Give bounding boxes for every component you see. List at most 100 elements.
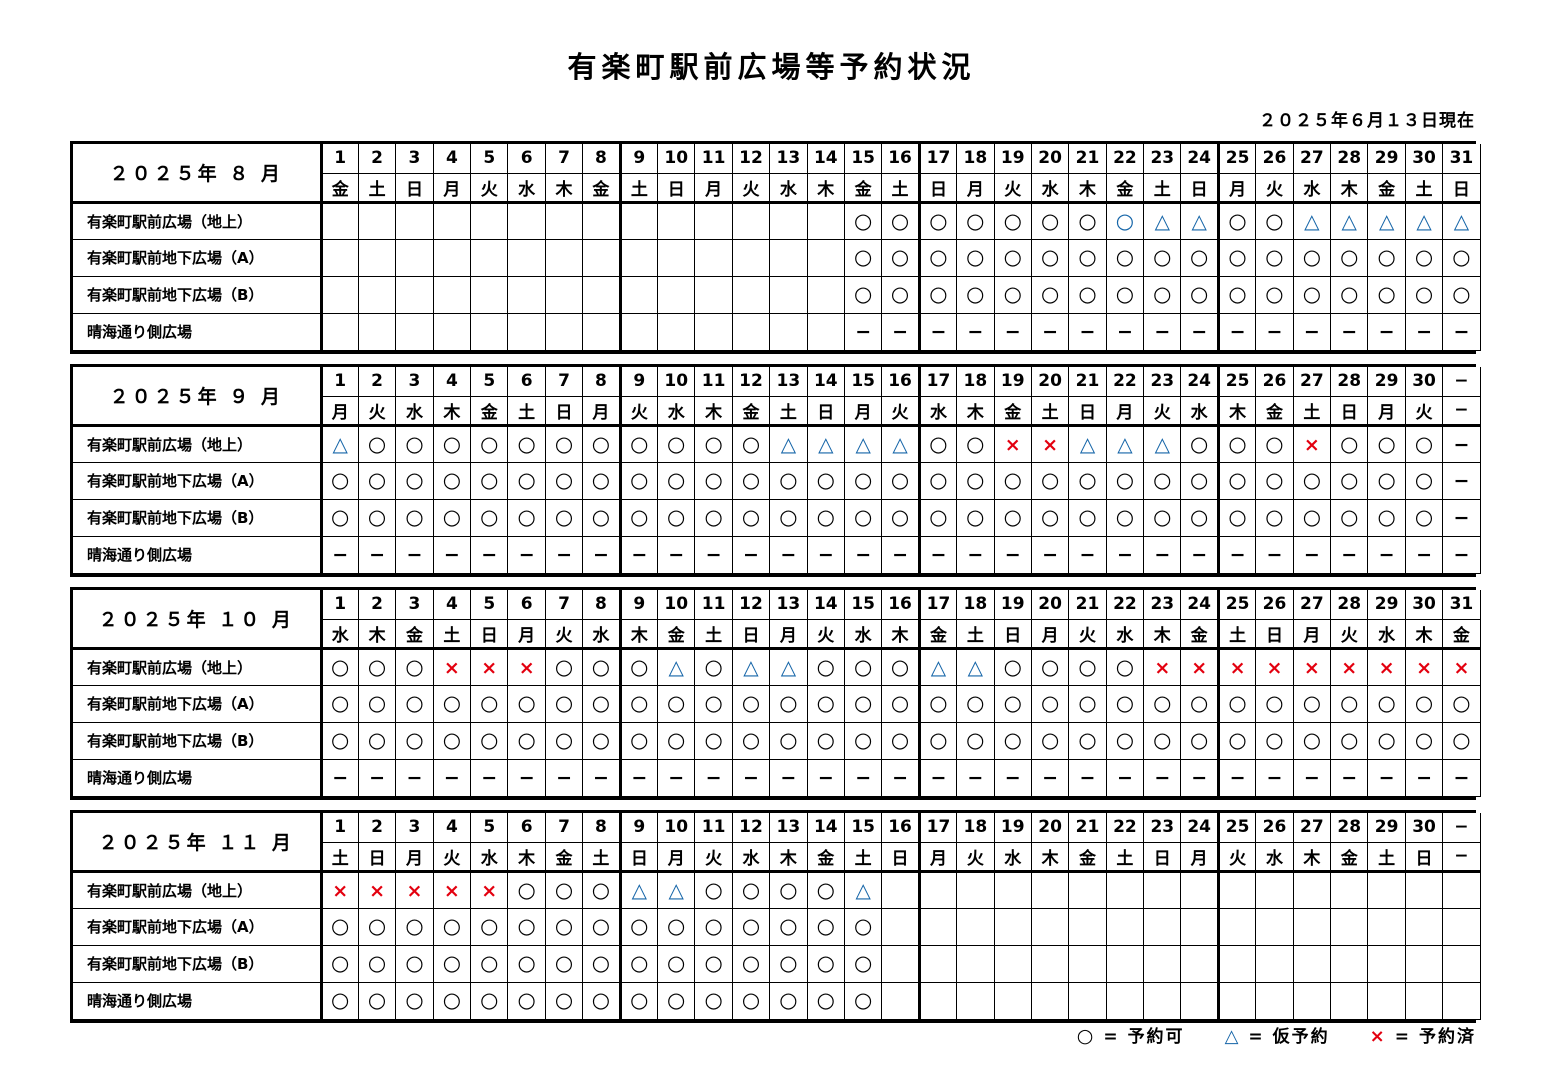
cell-disabled[interactable] <box>432 275 472 314</box>
cell-disabled[interactable] <box>507 312 546 351</box>
cell-disabled[interactable] <box>357 200 397 240</box>
cell-disabled[interactable] <box>544 200 584 240</box>
mark-available[interactable]: ○ <box>507 981 546 1020</box>
mark-na[interactable]: − <box>1030 312 1070 351</box>
mark-available[interactable]: ○ <box>544 907 584 946</box>
cell-disabled[interactable] <box>1216 981 1257 1020</box>
mark-available[interactable]: ○ <box>1180 721 1219 760</box>
cell-disabled[interactable] <box>1030 981 1070 1020</box>
mark-available[interactable]: ○ <box>507 684 546 723</box>
mark-available[interactable]: ○ <box>1068 721 1107 760</box>
cell-disabled[interactable] <box>993 944 1032 983</box>
cell-disabled[interactable] <box>470 275 509 314</box>
mark-available[interactable]: ○ <box>694 944 733 983</box>
mark-available[interactable]: ○ <box>843 200 883 240</box>
mark-tentative[interactable]: △ <box>618 869 659 909</box>
cell-disabled[interactable] <box>618 200 659 240</box>
mark-available[interactable]: ○ <box>657 907 696 946</box>
cell-disabled[interactable] <box>507 200 546 240</box>
cell-disabled[interactable] <box>917 869 958 909</box>
mark-available[interactable]: ○ <box>993 498 1032 537</box>
mark-available[interactable]: ○ <box>357 461 397 500</box>
mark-available[interactable]: ○ <box>1404 498 1444 537</box>
cell-disabled[interactable] <box>618 312 659 351</box>
mark-available[interactable]: ○ <box>843 238 883 277</box>
mark-available[interactable]: ○ <box>881 275 920 314</box>
mark-na[interactable]: − <box>1404 758 1444 797</box>
mark-na[interactable]: − <box>917 758 958 797</box>
cell-disabled[interactable] <box>395 275 434 314</box>
mark-na[interactable]: − <box>1143 758 1182 797</box>
mark-available[interactable]: ○ <box>357 981 397 1020</box>
mark-na[interactable]: − <box>1068 535 1107 574</box>
mark-available[interactable]: ○ <box>395 461 434 500</box>
mark-available[interactable]: ○ <box>1216 684 1257 723</box>
mark-available[interactable]: ○ <box>1180 461 1219 500</box>
mark-available[interactable]: ○ <box>843 275 883 314</box>
mark-na[interactable]: − <box>618 535 659 574</box>
mark-available[interactable]: ○ <box>1180 275 1219 314</box>
mark-tentative[interactable]: △ <box>843 869 883 909</box>
mark-available[interactable]: ○ <box>843 721 883 760</box>
cell-disabled[interactable] <box>432 200 472 240</box>
mark-available[interactable]: ○ <box>395 981 434 1020</box>
mark-available[interactable]: ○ <box>320 498 359 537</box>
cell-disabled[interactable] <box>1180 869 1219 909</box>
mark-na[interactable]: − <box>544 758 584 797</box>
mark-available[interactable]: ○ <box>806 981 845 1020</box>
cell-disabled[interactable] <box>1404 944 1444 983</box>
cell-disabled[interactable] <box>1255 944 1294 983</box>
mark-available[interactable]: ○ <box>1404 461 1444 500</box>
cell-disabled[interactable] <box>657 312 696 351</box>
mark-booked[interactable]: × <box>470 869 509 909</box>
mark-available[interactable]: ○ <box>320 646 359 686</box>
mark-tentative[interactable]: △ <box>1442 200 1481 240</box>
mark-booked[interactable]: × <box>432 869 472 909</box>
mark-tentative[interactable]: △ <box>769 423 808 463</box>
mark-available[interactable]: ○ <box>731 869 771 909</box>
mark-available[interactable]: ○ <box>843 684 883 723</box>
mark-available[interactable]: ○ <box>1330 461 1369 500</box>
mark-na[interactable]: − <box>806 535 845 574</box>
mark-available[interactable]: ○ <box>470 461 509 500</box>
mark-na[interactable]: − <box>1180 758 1219 797</box>
mark-available[interactable]: ○ <box>1143 275 1182 314</box>
cell-disabled[interactable] <box>1216 907 1257 946</box>
mark-na[interactable]: − <box>320 758 359 797</box>
mark-available[interactable]: ○ <box>1030 238 1070 277</box>
mark-available[interactable]: ○ <box>1330 721 1369 760</box>
mark-na[interactable]: − <box>1442 312 1481 351</box>
cell-disabled[interactable] <box>1180 944 1219 983</box>
mark-na[interactable]: − <box>395 758 434 797</box>
cell-disabled[interactable] <box>320 275 359 314</box>
cell-disabled[interactable] <box>1105 944 1145 983</box>
cell-disabled[interactable] <box>395 312 434 351</box>
mark-available[interactable]: ○ <box>618 981 659 1020</box>
mark-na[interactable]: − <box>956 312 995 351</box>
mark-available[interactable]: ○ <box>881 238 920 277</box>
mark-available[interactable]: ○ <box>1105 721 1145 760</box>
mark-tentative[interactable]: △ <box>806 423 845 463</box>
cell-disabled[interactable] <box>1330 981 1369 1020</box>
cell-disabled[interactable] <box>618 275 659 314</box>
mark-na[interactable]: − <box>1367 535 1406 574</box>
mark-available[interactable]: ○ <box>1404 238 1444 277</box>
mark-available[interactable]: ○ <box>395 498 434 537</box>
mark-available[interactable]: ○ <box>618 721 659 760</box>
mark-available[interactable]: ○ <box>1404 423 1444 463</box>
cell-disabled[interactable] <box>1105 907 1145 946</box>
mark-available[interactable]: ○ <box>1292 238 1332 277</box>
mark-available[interactable]: ○ <box>1255 423 1294 463</box>
mark-available[interactable]: ○ <box>1442 275 1481 314</box>
mark-na[interactable]: − <box>731 758 771 797</box>
mark-available[interactable]: ○ <box>618 423 659 463</box>
mark-available[interactable]: ○ <box>582 461 621 500</box>
mark-available[interactable]: ○ <box>582 684 621 723</box>
mark-tentative[interactable]: △ <box>1143 423 1182 463</box>
mark-available[interactable]: ○ <box>917 238 958 277</box>
mark-available[interactable]: ○ <box>1367 275 1406 314</box>
cell-disabled[interactable] <box>1216 944 1257 983</box>
mark-na[interactable]: − <box>769 758 808 797</box>
cell-disabled[interactable] <box>1367 907 1406 946</box>
mark-available[interactable]: ○ <box>432 684 472 723</box>
